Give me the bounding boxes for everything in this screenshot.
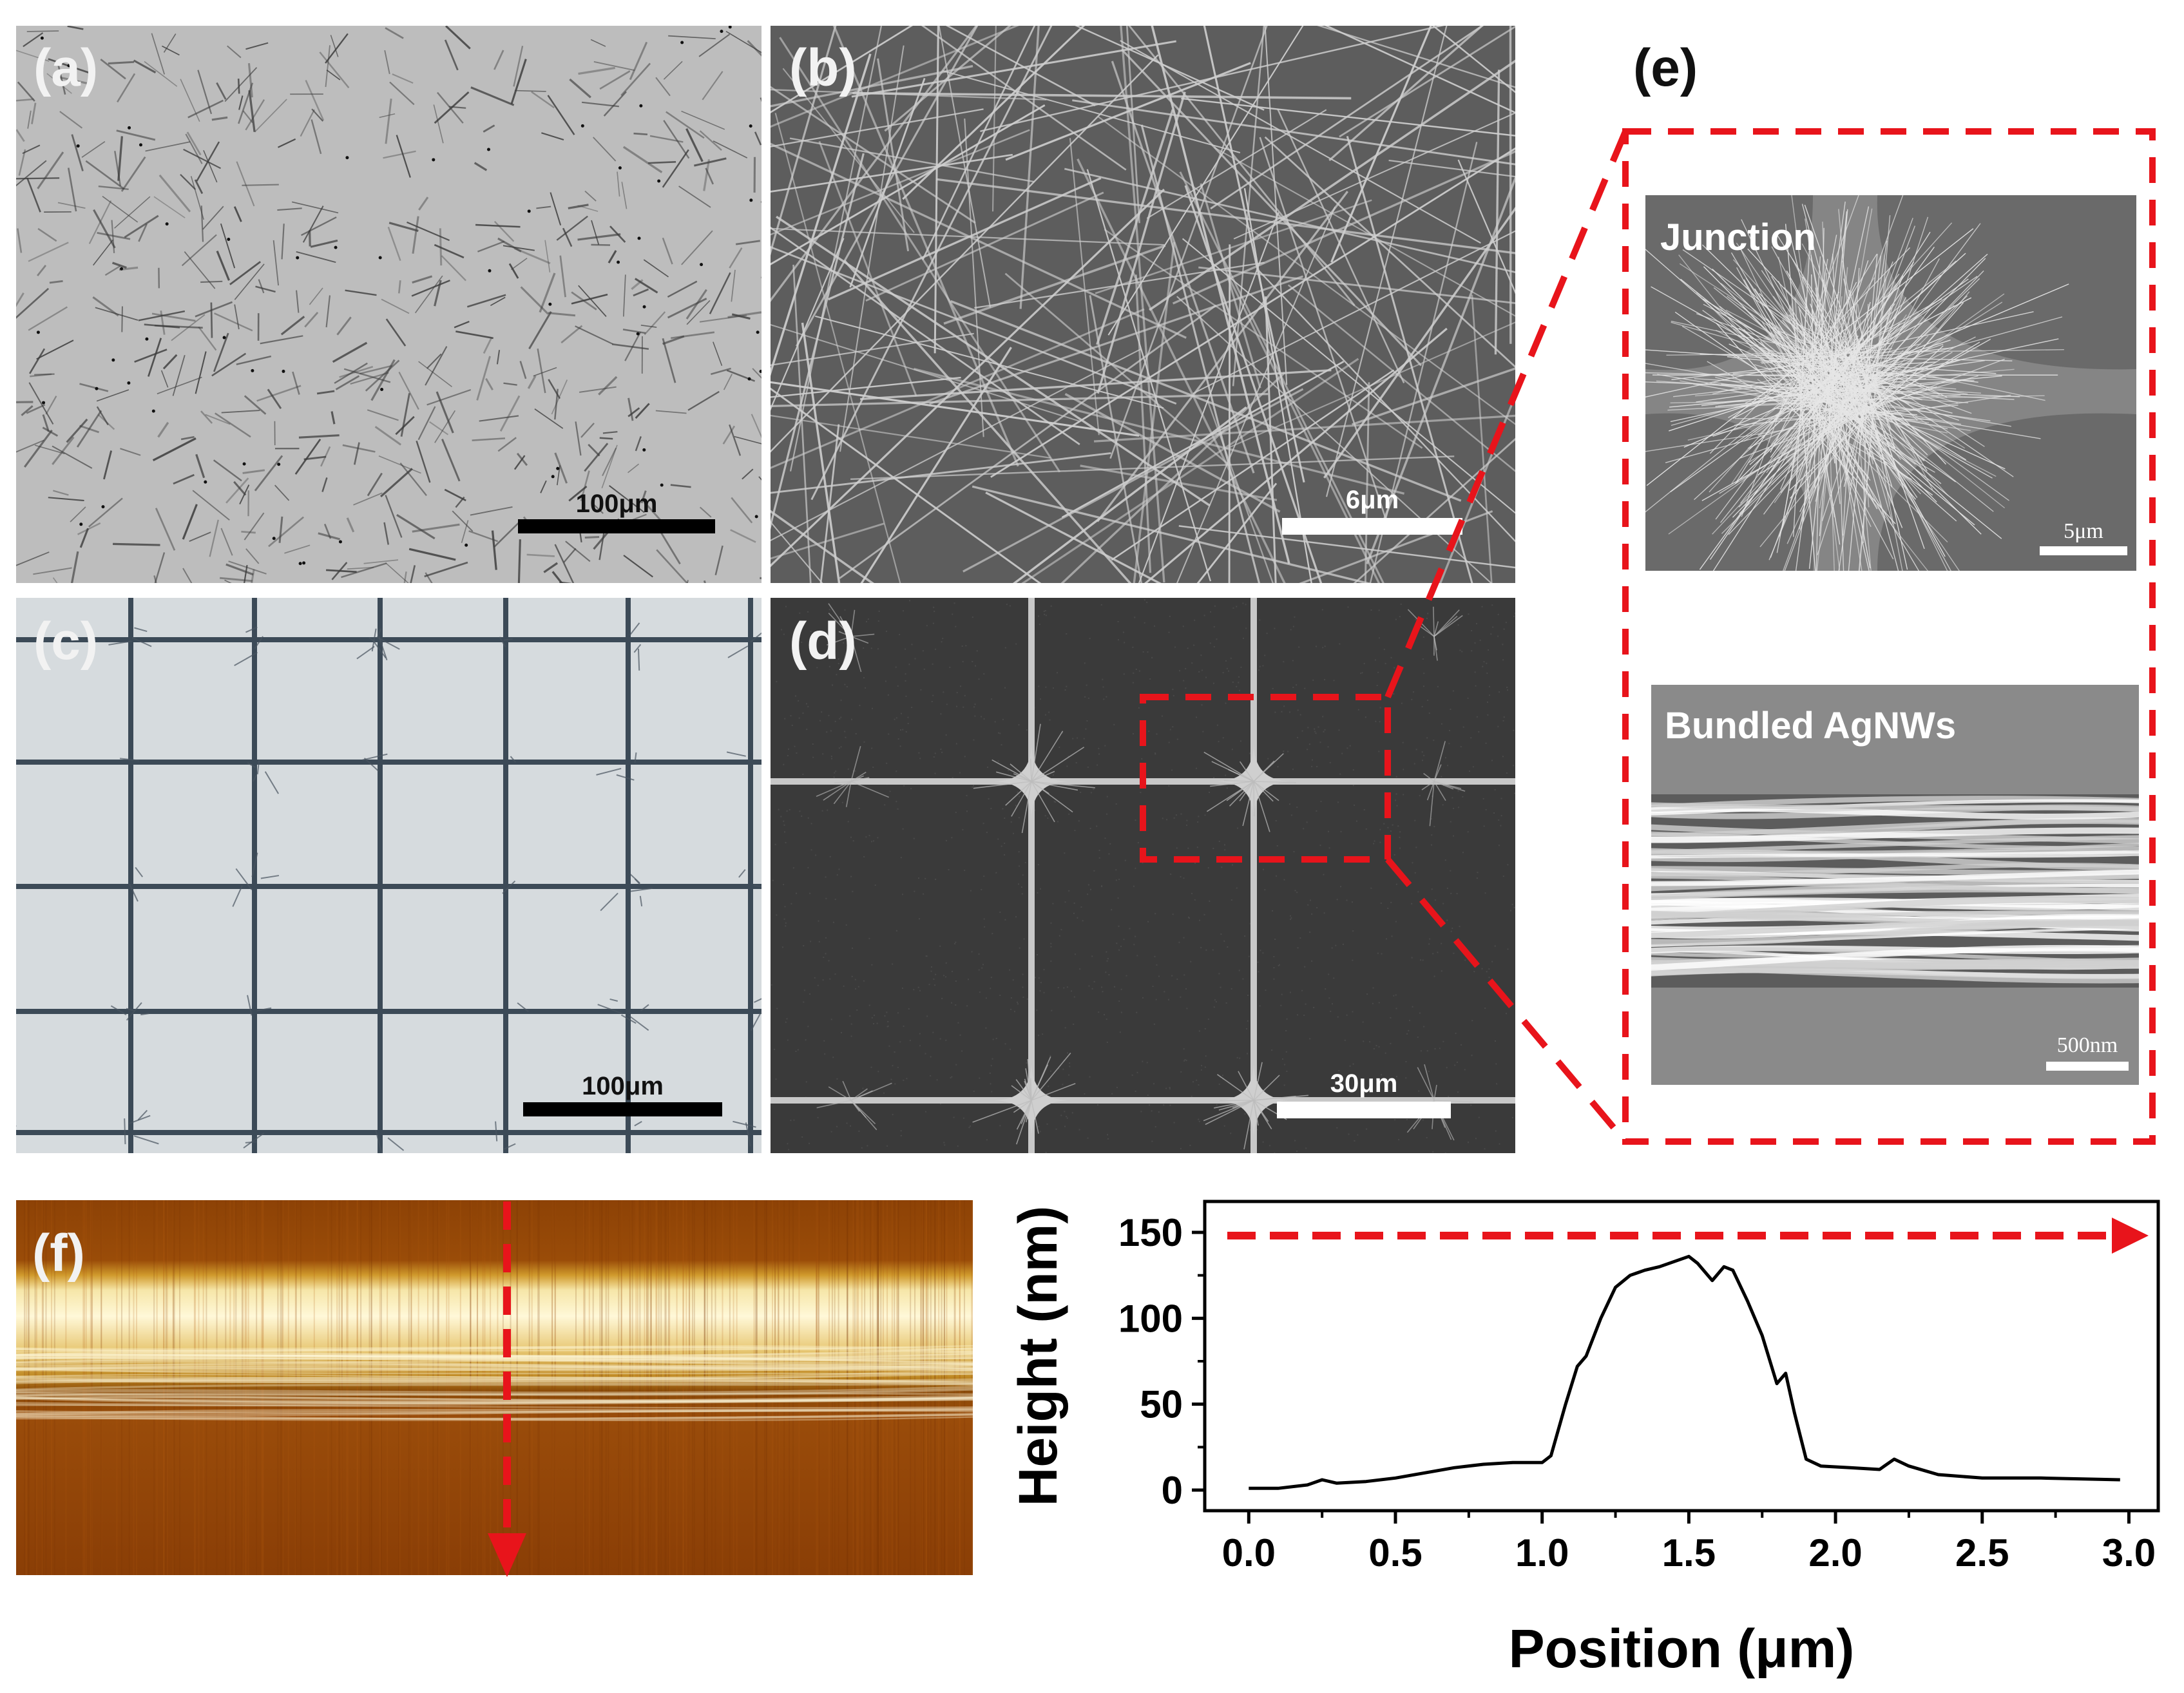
panel-e-label: (e) [1633, 39, 1698, 97]
panel-c-label: (c) [34, 612, 99, 671]
panel-c-image [16, 598, 762, 1153]
panel-f-label: (f) [32, 1224, 85, 1283]
panel-c-scale-text: 100μm [582, 1072, 664, 1100]
height-profile-line [1249, 1254, 2120, 1490]
x-axis-label: Position (μm) [1509, 1618, 1855, 1679]
junction-scale-text: 5μm [2064, 519, 2103, 543]
panel-f-afm-image [16, 1200, 973, 1575]
x-tick-label: 3.0 [2102, 1531, 2156, 1574]
x-tick-label: 0.0 [1222, 1531, 1276, 1574]
panel-b-image [771, 26, 1515, 583]
panel-c-grid [16, 598, 762, 1153]
panel-b-scale-text: 6μm [1345, 486, 1399, 514]
zoom-line-bottom [1385, 857, 1628, 1144]
y-tick-label: 50 [1140, 1383, 1183, 1426]
panel-c-scale-bar [523, 1102, 722, 1116]
panel-a-label: (a) [34, 39, 99, 97]
panel-a-image [16, 26, 762, 583]
panel-e-frame [1622, 128, 2156, 1145]
x-tick-label: 2.0 [1808, 1531, 1862, 1574]
panel-a-scale-bar [518, 519, 715, 533]
panel-d-scale-text: 30μm [1330, 1069, 1398, 1098]
panel-e-bundle-image [1651, 685, 2139, 1085]
y-tick-label: 0 [1162, 1469, 1183, 1512]
x-tick-label: 2.5 [1955, 1531, 2009, 1574]
bundle-scale-text: 500nm [2056, 1033, 2118, 1057]
afm-scan-arrow-head [488, 1533, 526, 1577]
y-tick-label: 100 [1118, 1297, 1183, 1340]
panel-d-scale-bar [1277, 1102, 1451, 1118]
panel-a-nanowires [16, 26, 762, 583]
panel-b-scale-bar [1282, 518, 1462, 535]
bundle-scale-bar [2046, 1062, 2129, 1071]
profile-scan-arrow-head [2112, 1218, 2149, 1254]
panel-d-label: (d) [789, 612, 857, 671]
y-tick-label: 150 [1118, 1211, 1183, 1254]
panel-e-junction-image [1645, 195, 2136, 571]
x-tick-label: 1.5 [1662, 1531, 1716, 1574]
zoom-region-box [1140, 694, 1391, 863]
afm-height-map [16, 1200, 973, 1575]
junction-scale-bar [2040, 546, 2127, 555]
bundle-title: Bundled AgNWs [1665, 705, 1957, 747]
junction-title: Junction [1660, 216, 1816, 258]
y-axis-label: Height (nm) [1008, 1206, 1068, 1507]
x-tick-label: 1.0 [1515, 1531, 1569, 1574]
x-tick-label: 0.5 [1368, 1531, 1422, 1574]
bundle-sem [1651, 794, 2139, 988]
panel-b-nanowires [771, 26, 1515, 583]
panel-b-label: (b) [789, 39, 857, 97]
junction-sem [1645, 195, 2136, 571]
panel-a-scale-text: 100μm [575, 490, 658, 518]
plot-frame [1203, 1200, 2160, 1513]
